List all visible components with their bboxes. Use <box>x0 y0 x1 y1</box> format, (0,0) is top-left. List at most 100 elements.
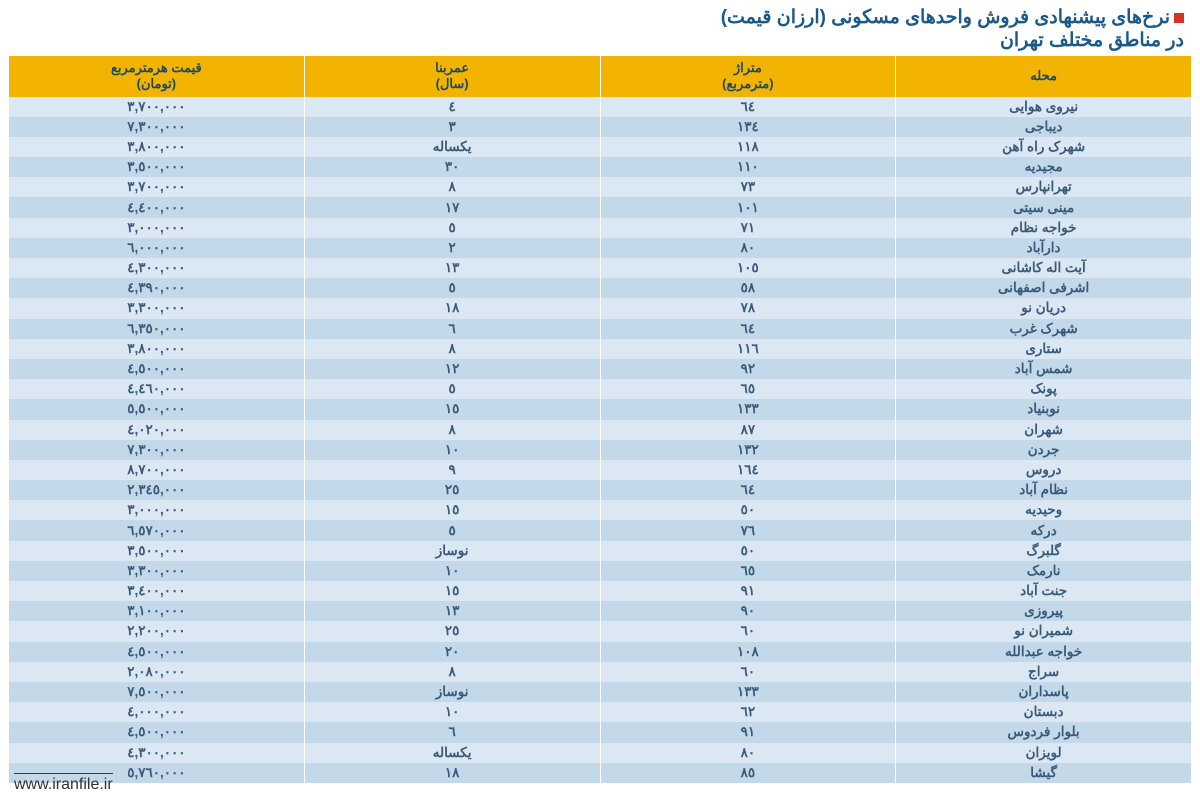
cell-price: ٦,٥٧٠,٠٠٠ <box>9 520 304 540</box>
cell-area: ٩٠ <box>601 601 896 621</box>
cell-area: ١٠١ <box>601 197 896 217</box>
cell-price: ٢,٠٨٠,٠٠٠ <box>9 662 304 682</box>
cell-age: ٢٥ <box>305 480 600 500</box>
table-title: نرخ‌های پیشنهادی فروش واحدهای مسکونی (ار… <box>0 0 1200 56</box>
cell-age: یکساله <box>305 137 600 157</box>
cell-age: ١٠ <box>305 440 600 460</box>
table-header-row: محله متراژ (مترمربع) عمربنا (سال) قیمت ه… <box>9 56 1191 97</box>
cell-age: ٨ <box>305 339 600 359</box>
cell-age: نوساز <box>305 682 600 702</box>
cell-price: ٦,٠٠٠,٠٠٠ <box>9 238 304 258</box>
cell-age: ١٥ <box>305 581 600 601</box>
cell-neighborhood: نارمک <box>896 561 1191 581</box>
cell-area: ٦٤ <box>601 319 896 339</box>
cell-age: یکساله <box>305 743 600 763</box>
cell-price: ٣,٨٠٠,٠٠٠ <box>9 339 304 359</box>
cell-price: ٤,٤٠٠,٠٠٠ <box>9 197 304 217</box>
cell-neighborhood: خواجه عبدالله <box>896 642 1191 662</box>
cell-age: ٥ <box>305 520 600 540</box>
cell-area: ١٣٣ <box>601 399 896 419</box>
cell-area: ١٠٥ <box>601 258 896 278</box>
cell-age: ١٥ <box>305 500 600 520</box>
cell-neighborhood: بلوار فردوس <box>896 722 1191 742</box>
cell-neighborhood: اشرفی اصفهانی <box>896 278 1191 298</box>
table-row: پاسداران١٣٣نوساز٧,٥٠٠,٠٠٠ <box>9 682 1191 702</box>
title-bullet-icon <box>1174 13 1184 23</box>
cell-price: ٣,١٠٠,٠٠٠ <box>9 601 304 621</box>
cell-neighborhood: پاسداران <box>896 682 1191 702</box>
cell-price: ٧,٣٠٠,٠٠٠ <box>9 440 304 460</box>
cell-age: ٢٥ <box>305 621 600 641</box>
cell-area: ١٣٢ <box>601 440 896 460</box>
cell-area: ٦٢ <box>601 702 896 722</box>
table-row: دارآباد٨٠٢٦,٠٠٠,٠٠٠ <box>9 238 1191 258</box>
cell-area: ٥٠ <box>601 500 896 520</box>
cell-neighborhood: شمس آباد <box>896 359 1191 379</box>
table-row: شهرک راه آهن١١٨یکساله٣,٨٠٠,٠٠٠ <box>9 137 1191 157</box>
cell-area: ٦٥ <box>601 561 896 581</box>
cell-age: ٨ <box>305 662 600 682</box>
title-line-1: نرخ‌های پیشنهادی فروش واحدهای مسکونی (ار… <box>721 7 1170 28</box>
table-row: نیروی هوایی٦٤٤٣,٧٠٠,٠٠٠ <box>9 97 1191 117</box>
table-row: شمیران نو٦٠٢٥٢,٢٠٠,٠٠٠ <box>9 621 1191 641</box>
cell-age: ٣٠ <box>305 157 600 177</box>
cell-price: ٣,٨٠٠,٠٠٠ <box>9 137 304 157</box>
cell-age: ٢ <box>305 238 600 258</box>
cell-area: ١٣٣ <box>601 682 896 702</box>
table-row: جردن١٣٢١٠٧,٣٠٠,٠٠٠ <box>9 440 1191 460</box>
cell-age: ٦ <box>305 722 600 742</box>
cell-age: ٨ <box>305 420 600 440</box>
cell-price: ٤,٠٠٠,٠٠٠ <box>9 702 304 722</box>
cell-age: ١٨ <box>305 763 600 783</box>
cell-neighborhood: شهرک راه آهن <box>896 137 1191 157</box>
title-line-2: در مناطق مختلف تهران <box>1000 30 1184 51</box>
col-header-price: قیمت هرمترمربع (تومان) <box>9 56 304 97</box>
cell-area: ٨٠ <box>601 743 896 763</box>
cell-area: ٥٠ <box>601 541 896 561</box>
cell-price: ٢,٣٤٥,٠٠٠ <box>9 480 304 500</box>
table-row: نارمک٦٥١٠٣,٣٠٠,٠٠٠ <box>9 561 1191 581</box>
table-row: اشرفی اصفهانی٥٨٥٤,٣٩٠,٠٠٠ <box>9 278 1191 298</box>
cell-price: ٣,٧٠٠,٠٠٠ <box>9 177 304 197</box>
cell-area: ٩٢ <box>601 359 896 379</box>
cell-price: ٤,٠٢٠,٠٠٠ <box>9 420 304 440</box>
table-row: گیشا٨٥١٨٥,٧٦٠,٠٠٠ <box>9 763 1191 783</box>
cell-area: ١١٨ <box>601 137 896 157</box>
cell-neighborhood: مجیدیه <box>896 157 1191 177</box>
cell-area: ٨٧ <box>601 420 896 440</box>
cell-area: ٧٦ <box>601 520 896 540</box>
cell-area: ٦٠ <box>601 662 896 682</box>
cell-age: ٦ <box>305 319 600 339</box>
cell-age: ٢٠ <box>305 642 600 662</box>
cell-neighborhood: تهرانپارس <box>896 177 1191 197</box>
cell-neighborhood: نیروی هوایی <box>896 97 1191 117</box>
cell-age: ٨ <box>305 177 600 197</box>
table-row: گلبرگ٥٠نوساز٣,٥٠٠,٠٠٠ <box>9 541 1191 561</box>
table-row: بلوار فردوس٩١٦٤,٥٠٠,٠٠٠ <box>9 722 1191 742</box>
cell-area: ٦٤ <box>601 97 896 117</box>
cell-area: ٧٨ <box>601 298 896 318</box>
cell-age: ٩ <box>305 460 600 480</box>
cell-age: ١٣ <box>305 258 600 278</box>
cell-neighborhood: ستاری <box>896 339 1191 359</box>
cell-neighborhood: شهران <box>896 420 1191 440</box>
cell-neighborhood: نظام آباد <box>896 480 1191 500</box>
cell-age: ١٠ <box>305 702 600 722</box>
table-row: شمس آباد٩٢١٢٤,٥٠٠,٠٠٠ <box>9 359 1191 379</box>
cell-area: ١٦٤ <box>601 460 896 480</box>
cell-price: ٥,٥٠٠,٠٠٠ <box>9 399 304 419</box>
cell-area: ١٠٨ <box>601 642 896 662</box>
cell-neighborhood: خواجه نظام <box>896 218 1191 238</box>
cell-neighborhood: نوبنیاد <box>896 399 1191 419</box>
cell-age: ٥ <box>305 379 600 399</box>
cell-neighborhood: گلبرگ <box>896 541 1191 561</box>
cell-neighborhood: درکه <box>896 520 1191 540</box>
table-row: ستاری١١٦٨٣,٨٠٠,٠٠٠ <box>9 339 1191 359</box>
cell-area: ١٣٤ <box>601 117 896 137</box>
cell-area: ٦٠ <box>601 621 896 641</box>
table-row: لویزان٨٠یکساله٤,٣٠٠,٠٠٠ <box>9 743 1191 763</box>
cell-area: ٦٤ <box>601 480 896 500</box>
cell-area: ٦٥ <box>601 379 896 399</box>
cell-area: ٧٣ <box>601 177 896 197</box>
table-row: نظام آباد٦٤٢٥٢,٣٤٥,٠٠٠ <box>9 480 1191 500</box>
